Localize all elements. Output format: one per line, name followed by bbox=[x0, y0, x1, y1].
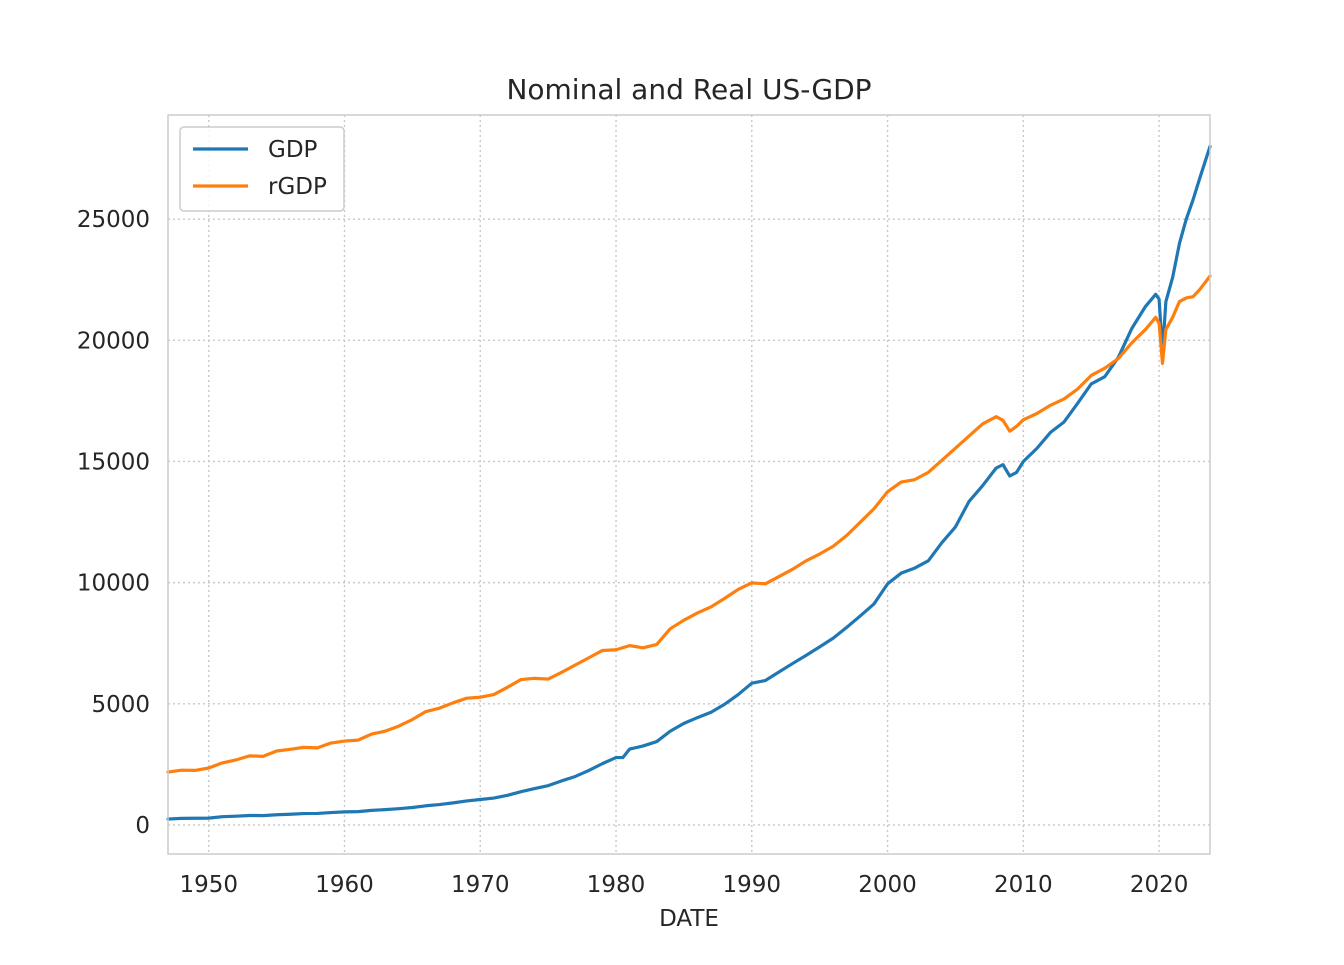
legend-label-rgdp: rGDP bbox=[268, 174, 327, 200]
x-tick-label: 2010 bbox=[994, 872, 1053, 898]
series-line-gdp bbox=[166, 144, 1212, 821]
data-series bbox=[166, 144, 1212, 821]
y-tick-label: 15000 bbox=[77, 449, 150, 475]
y-tick-label: 5000 bbox=[91, 692, 150, 718]
x-tick-label: 1970 bbox=[451, 872, 510, 898]
y-tick-label: 10000 bbox=[77, 571, 150, 597]
x-tick-label: 1980 bbox=[587, 872, 646, 898]
y-tick-label: 0 bbox=[135, 813, 150, 839]
y-axis-ticks: 0 5000 10000 15000 20000 25000 bbox=[77, 207, 150, 839]
x-tick-label: 1990 bbox=[723, 872, 782, 898]
chart-title: Nominal and Real US-GDP bbox=[506, 73, 871, 106]
legend-label-gdp: GDP bbox=[268, 137, 318, 163]
series-line-rgdp bbox=[166, 274, 1212, 774]
x-tick-label: 1950 bbox=[179, 872, 238, 898]
y-tick-label: 20000 bbox=[77, 328, 150, 354]
y-tick-label: 25000 bbox=[77, 207, 150, 233]
x-axis-label: DATE bbox=[659, 906, 719, 932]
grid-lines bbox=[168, 115, 1210, 854]
x-tick-label: 1960 bbox=[315, 872, 374, 898]
x-axis-ticks: 1950 1960 1970 1980 1990 2000 2010 2020 bbox=[179, 872, 1188, 898]
plot-area-frame bbox=[167, 114, 1211, 855]
legend: GDP rGDP bbox=[179, 126, 345, 212]
x-tick-label: 2020 bbox=[1130, 872, 1189, 898]
x-tick-label: 2000 bbox=[858, 872, 917, 898]
